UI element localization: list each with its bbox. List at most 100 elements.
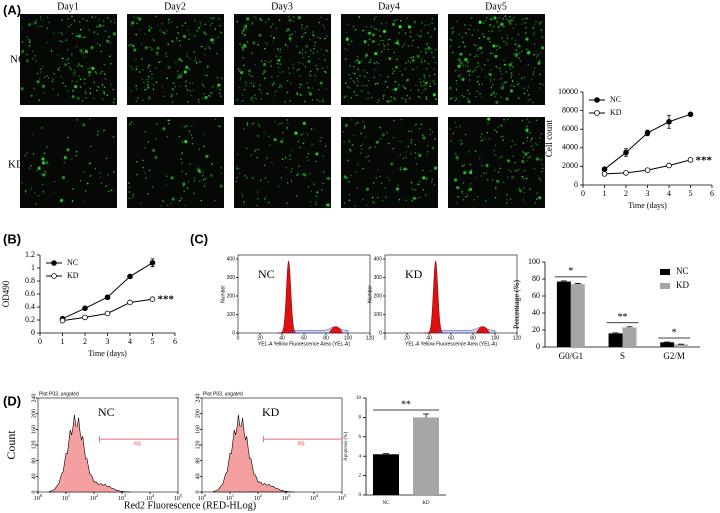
cell-dot [452,97,455,99]
cell-dot [313,183,315,185]
series-line [604,113,691,170]
cell-dot [39,18,42,20]
cell-dot [220,77,223,80]
cell-dot [175,61,177,64]
cell-dot [243,26,245,29]
cell-dot [373,27,376,30]
cell-dot [423,77,426,79]
cell-dot [403,86,405,89]
cell-dot [160,60,162,62]
cell-dot [71,200,74,202]
cell-dot [243,64,245,67]
cell-dot [373,76,375,79]
cell-dot [452,132,454,135]
cell-dot [274,121,276,123]
cell-dot [199,61,201,63]
cell-dot [272,36,275,39]
cell-dot [144,146,147,149]
cell-dot [74,71,76,74]
tick-base: 10 [34,496,40,502]
cell-dot [198,148,201,150]
cell-dot [203,92,205,95]
cell-dot [357,94,359,97]
cell-dot [415,66,418,69]
cell-dot [314,41,317,44]
marker [601,171,608,177]
cell-dot [289,40,292,43]
cell-dot [487,122,489,125]
cell-dot [494,129,496,132]
cell-dot [348,193,351,196]
cell-dot [466,193,469,196]
flow-label: NC [98,405,115,419]
cell-dot [484,19,487,22]
cell-dot [304,32,307,34]
cell-dot [500,124,503,127]
cell-dot [305,44,309,48]
cell-dot [184,139,188,144]
cell-dot [488,30,490,33]
cell-dot [204,95,208,100]
cell-dot [518,73,520,76]
cell-dot [310,49,312,52]
cell-dot [491,179,494,181]
cell-dot [103,129,106,131]
cell-dot [306,82,308,84]
cell-dot [422,176,426,180]
cell-dot [374,52,378,56]
cell-dot [433,166,437,171]
cell-dot [40,127,43,129]
cell-dot [401,97,403,100]
tick-exponent: 0 [204,493,207,498]
cell-dot [349,77,352,80]
cell-dot [375,28,378,30]
cell-dot [136,16,139,19]
cell-dot [102,24,105,27]
bar [622,327,637,347]
cell-dot [147,66,150,69]
cell-dot [507,159,511,163]
cell-dot [66,90,69,93]
cell-dot [508,20,511,23]
cell-dot [53,73,55,75]
cell-dot [77,34,81,38]
tick-exponent: 0 [40,493,43,498]
cell-dot [257,123,260,126]
cell-dot [290,180,293,182]
cell-dot [390,99,392,102]
marker [644,130,651,136]
cell-dot [152,148,156,153]
cell-dot [189,57,191,60]
cell-dot [180,158,182,160]
cell-dot [94,16,97,18]
cell-dot [532,148,534,151]
cell-dot [455,82,458,85]
cell-dot [192,89,195,92]
cell-dot [241,32,244,35]
cell-dot [179,44,182,47]
cell-dot [32,153,35,155]
cell-dot [523,169,526,172]
cell-dot [155,138,157,140]
cell-dot [353,91,356,93]
cell-dot [85,92,87,95]
cell-dot [33,87,35,90]
cell-dot [219,184,223,188]
cell-dot [162,31,164,33]
error-bar [560,280,567,282]
cell-dot [258,125,261,128]
cell-dot [417,153,420,155]
cell-dot [347,23,350,26]
cell-dot [20,87,24,91]
cell-dot [264,177,267,179]
cell-dot [82,36,84,39]
cell-dot [512,85,515,87]
cell-dot [181,141,184,143]
cell-dot [391,88,394,91]
cell-dot [171,88,174,90]
cell-dot [278,19,281,21]
cell-dot [539,179,542,182]
cell-dot [79,64,82,67]
cell-dot [455,98,458,101]
cell-dot [477,195,479,198]
